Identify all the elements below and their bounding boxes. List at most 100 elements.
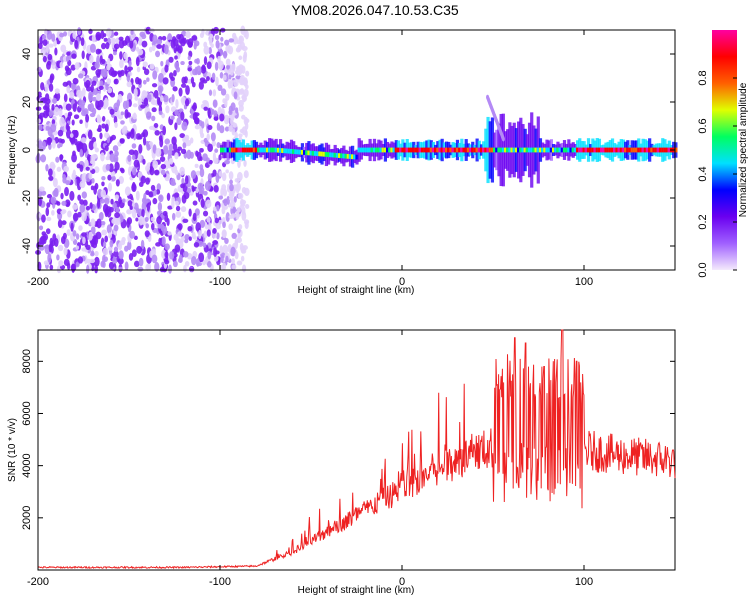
spectrogram-noise-cell xyxy=(133,260,140,268)
spectrogram-noise-cell xyxy=(234,177,240,183)
spectrogram-noise-cell xyxy=(156,44,163,49)
spectrogram-noise-cell xyxy=(108,232,113,239)
spectrogram-noise-cell xyxy=(217,84,223,92)
spectrogram-noise-cell xyxy=(96,218,102,229)
spectrogram-noise-cell xyxy=(238,64,244,70)
spectrogram-noise-cell xyxy=(168,264,172,274)
spectrogram-noise-cell xyxy=(85,79,91,88)
spectrogram-noise-cell xyxy=(174,109,179,116)
spectrogram-noise-cell xyxy=(148,46,153,53)
spectrogram-noise-cell xyxy=(57,244,64,252)
spectrogram-noise-cell xyxy=(225,212,230,222)
spectrogram-noise-cell xyxy=(100,152,105,162)
spectrogram-noise-cell xyxy=(113,246,119,253)
spectrogram-noise-cell xyxy=(85,244,91,251)
spectrogram-noise-cell xyxy=(230,213,236,219)
spectrogram-noise-cell xyxy=(231,264,237,270)
spectrogram-noise-cell xyxy=(153,89,159,99)
spectrogram-noise-cell xyxy=(137,171,143,178)
spectrogram-noise-cell xyxy=(188,208,192,217)
spectrogram-noise-cell xyxy=(245,204,250,209)
spectrogram-signal-core xyxy=(654,147,658,153)
spectrogram-noise-cell xyxy=(44,83,49,93)
spectrogram-noise-cell xyxy=(215,39,220,49)
spectrogram-noise-cell xyxy=(164,243,170,251)
spectrogram-noise-cell xyxy=(88,172,93,180)
spectrogram-noise-cell xyxy=(184,175,189,185)
spectrogram-noise-cell xyxy=(105,163,111,171)
spectrogram-signal-core xyxy=(265,147,270,153)
spectrogram-noise-cell xyxy=(230,246,236,257)
spectrogram-signal-core xyxy=(580,147,584,153)
spectrogram-signal-core xyxy=(488,147,492,153)
spectrogram-noise-cell xyxy=(217,60,224,70)
spectrogram-noise-cell xyxy=(81,211,87,222)
spectrogram-noise-cell xyxy=(77,256,84,264)
spectrogram-noise-cell xyxy=(121,198,126,203)
spectrogram-noise-cell xyxy=(114,194,120,200)
spectrogram-noise-cell xyxy=(70,64,76,71)
spectrogram-noise-cell xyxy=(220,187,224,198)
spectrogram-noise-cell xyxy=(194,66,198,76)
spectrogram-noise-cell xyxy=(49,264,54,270)
spectrogram-noise-cell xyxy=(235,107,239,114)
spectrogram-noise-cell xyxy=(148,94,152,103)
spectrogram-signal-core xyxy=(226,147,230,153)
spectrogram-noise-cell xyxy=(175,98,179,109)
spectrogram-noise-cell xyxy=(94,182,99,190)
spectrogram-noise-cell xyxy=(151,223,155,231)
spectrogram-noise-cell xyxy=(216,122,221,131)
colorbar-ticks: 0.0 0.2 0.4 0.6 0.8 xyxy=(697,70,737,278)
spectrogram-noise-cell xyxy=(174,55,178,60)
spectrogram-noise-cell xyxy=(224,237,229,244)
spectrogram-y-tick-label: 0 xyxy=(21,147,33,153)
spectrogram-signal-core xyxy=(248,147,252,153)
spectrogram-noise-cell xyxy=(120,111,125,116)
spectrogram-noise-cell xyxy=(106,27,112,38)
spectrogram-noise-cell xyxy=(53,187,59,198)
spectrogram-signal-core xyxy=(648,147,652,153)
spectrogram-signal-core xyxy=(399,147,403,153)
spectrogram-noise-cell xyxy=(56,166,62,172)
spectrogram-noise-cell xyxy=(177,257,183,263)
spectrogram-noise-cell xyxy=(70,82,76,90)
spectrogram-noise-cell xyxy=(211,140,216,147)
spectrogram-noise-cell xyxy=(131,167,137,176)
spectrogram-noise-cell xyxy=(144,216,149,222)
spectrogram-noise-cell xyxy=(151,44,156,52)
spectrogram-noise-cell xyxy=(213,247,218,258)
spectrogram-noise-cell xyxy=(199,167,205,178)
spectrogram-noise-cell xyxy=(143,192,147,203)
spectrogram-noise-cell xyxy=(137,48,144,56)
spectrogram-noise-cell xyxy=(192,212,197,222)
spectrogram-noise-cell xyxy=(81,191,88,199)
snr-y-tick-label: 4000 xyxy=(21,453,33,477)
spectrogram-noise-cell xyxy=(118,250,124,260)
spectrogram-signal-core xyxy=(663,147,667,153)
spectrogram-noise-cell xyxy=(87,129,93,140)
spectrogram-noise-cell xyxy=(228,171,234,180)
spectrogram-noise-cell xyxy=(202,242,207,248)
spectrogram-noise-cell xyxy=(76,176,80,187)
spectrogram-signal-core xyxy=(578,147,582,153)
spectrogram-noise-cell xyxy=(174,152,179,160)
spectrogram-signal-core xyxy=(541,147,545,153)
spectrogram-signal-core xyxy=(667,147,671,153)
spectrogram-noise-cell xyxy=(141,40,148,48)
spectrogram-signal-core xyxy=(449,147,453,153)
spectrogram-noise-cell xyxy=(104,209,110,216)
spectrogram-y-tick-label: -20 xyxy=(21,190,33,206)
spectrogram-signal-core xyxy=(462,147,466,153)
spectrogram-noise-cell xyxy=(211,72,216,81)
spectrogram-noise-cell xyxy=(124,186,131,196)
spectrogram-noise-cell xyxy=(69,133,74,138)
spectrogram-noise-cell xyxy=(243,187,250,197)
snr-x-ticks: -200 -100 0 100 xyxy=(27,330,593,588)
spectrogram-signal-core xyxy=(276,147,280,153)
spectrogram-signal-core xyxy=(593,147,597,153)
spectrogram-noise-cell xyxy=(114,161,120,171)
spectrogram-signal-core xyxy=(499,147,503,153)
spectrogram-noise-cell xyxy=(237,207,241,213)
spectrogram-noise-cell xyxy=(79,180,86,189)
spectrogram-signal-core xyxy=(416,147,420,153)
